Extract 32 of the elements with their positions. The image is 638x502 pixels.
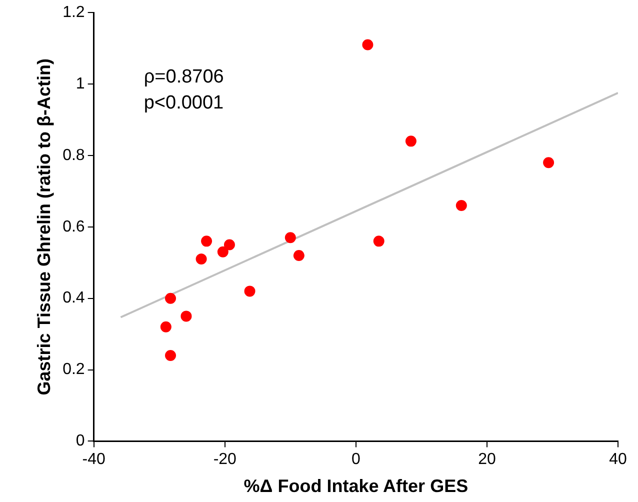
point [362,39,374,50]
y-tick-label: 0.8 [62,146,85,164]
y-tick-label: 0.2 [62,361,85,378]
x-axis-title: %Δ Food Intake After GES [244,476,468,496]
y-tick-label: 0 [76,432,85,450]
y-tick-label: 0.6 [62,218,85,236]
x-tick-label: -40 [82,451,106,468]
point [201,236,212,247]
point [284,232,296,244]
annotation: ρ=0.8706 [144,66,224,88]
y-tick-label: 1 [76,75,85,92]
y-tick-label: 1.2 [62,4,85,22]
x-tick-label: 0 [351,451,360,468]
x-tick-label: -20 [213,451,237,468]
point [543,157,554,168]
point [224,239,235,250]
point [244,286,256,297]
point [196,254,207,265]
x-tick-label: 20 [478,451,496,468]
point [405,136,416,147]
point [456,200,467,211]
y-tick-label: 0.4 [62,290,85,307]
point [217,246,228,258]
point [293,250,304,261]
point [373,236,384,247]
annotation: p<0.0001 [144,92,224,114]
point [165,292,176,304]
x-tick-label: 40 [609,451,627,468]
y-axis-title: Gastric Tissue Ghrelin (ratio to β-Actin) [34,58,54,396]
point [180,310,192,322]
point [165,350,176,361]
point [160,321,172,332]
